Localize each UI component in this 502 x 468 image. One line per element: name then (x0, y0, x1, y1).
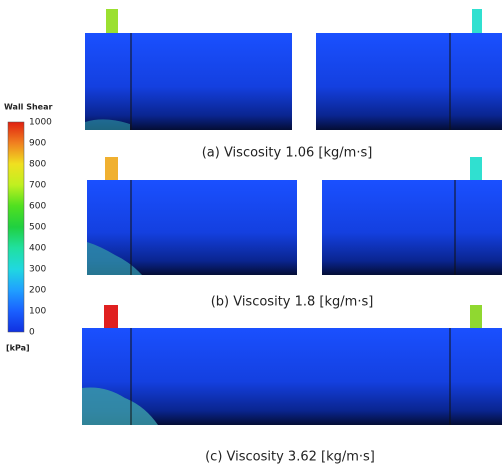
colorbar-tick-label: 500 (29, 223, 46, 233)
colorbar-unit: [kPa] (6, 344, 30, 353)
panel-a: (a) Viscosity 1.06 [kg/m·s] (85, 9, 502, 161)
nozzle (106, 9, 118, 33)
page: {"colorbar": {"title": "Wall Shear", "un… (0, 0, 502, 468)
colorbar-title: Wall Shear (4, 103, 52, 112)
colorbar-tick-label: 100 (29, 307, 46, 317)
panel-c: (c) Viscosity 3.62 [kg/m·s] (82, 305, 502, 465)
nozzle (104, 305, 118, 328)
colorbar-tick-label: 800 (29, 160, 46, 170)
nozzle (472, 9, 482, 33)
figure: Wall Shear 0 100 200 300 400 500 600 700 800 900 1… (0, 0, 502, 468)
contour (298, 328, 502, 425)
colorbar-tick-label: 900 (29, 139, 46, 149)
colorbar-tick-label: 300 (29, 265, 46, 275)
nozzle (105, 157, 118, 180)
nozzle (470, 305, 482, 328)
colorbar-ticks: 0 100 200 300 400 500 600 700 800 900 1000 (29, 118, 52, 338)
caption: (a) Viscosity 1.06 [kg/m·s] (202, 146, 373, 161)
colorbar-tick-label: 200 (29, 286, 46, 296)
colorbar-tick-label: 400 (29, 244, 46, 254)
caption: (c) Viscosity 3.62 [kg/m·s] (205, 450, 375, 465)
panel-b: (b) Viscosity 1.8 [kg/m·s] (87, 157, 502, 310)
colorbar-tick-label: 0 (29, 328, 35, 338)
colorbar-tick-label: 600 (29, 202, 46, 212)
contour (322, 180, 502, 275)
nozzle (470, 157, 482, 180)
colorbar-tick-label: 700 (29, 181, 46, 191)
colorbar-tick-label: 1000 (29, 118, 52, 128)
contour (85, 33, 292, 130)
caption: (b) Viscosity 1.8 [kg/m·s] (211, 295, 374, 310)
colorbar (8, 122, 24, 332)
contour (316, 33, 502, 130)
